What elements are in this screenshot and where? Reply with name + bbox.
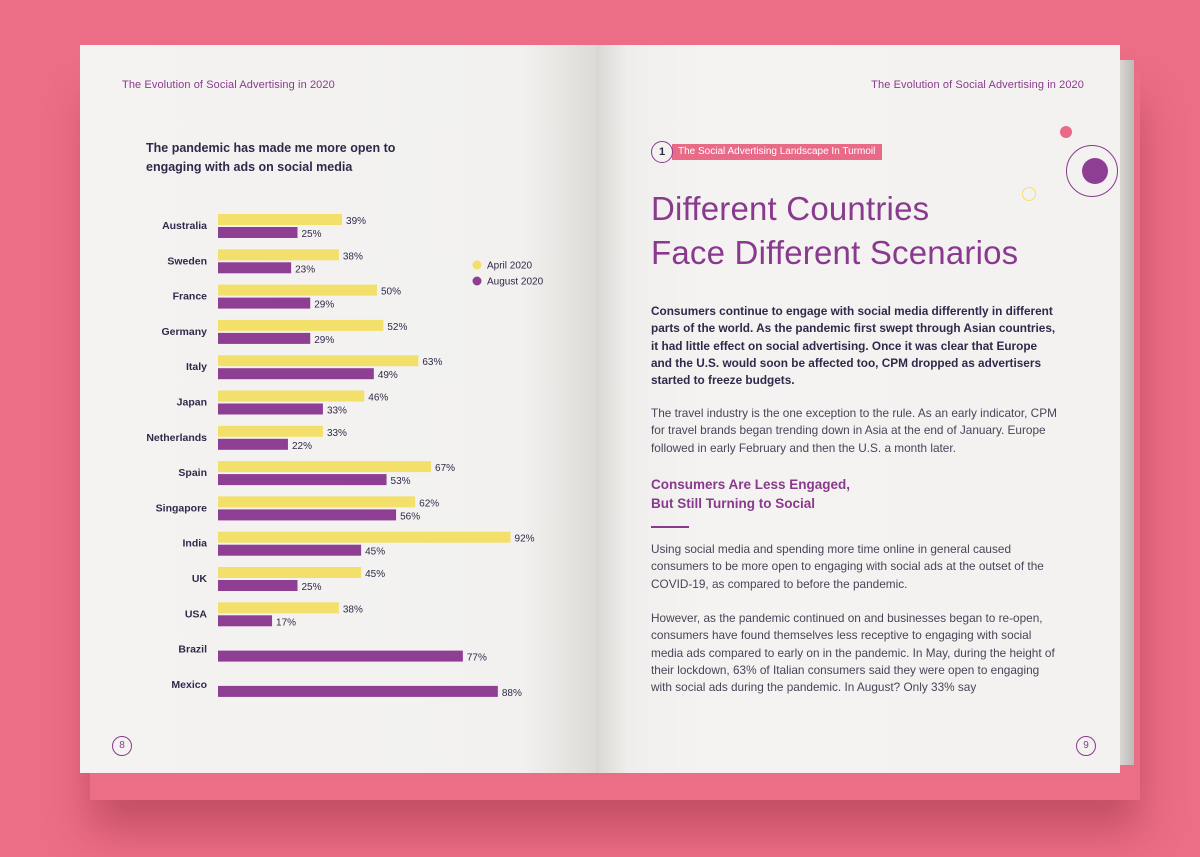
bar-august-2020	[218, 544, 362, 556]
data-label: 53%	[391, 476, 411, 487]
running-head: The Evolution of Social Advertising in 2…	[122, 79, 335, 91]
section-tag: 1 The Social Advertising Landscape In Tu…	[651, 141, 883, 163]
bar-august-2020	[218, 403, 323, 415]
data-label: 38%	[343, 251, 363, 262]
category-label: Italy	[186, 361, 207, 373]
bar-april-2020	[218, 567, 362, 578]
subheading-line-1: Consumers Are Less Engaged,	[651, 477, 851, 492]
body-paragraph-2: Using social media and spending more tim…	[651, 542, 1044, 591]
data-label: 77%	[467, 653, 487, 664]
page-number: 8	[112, 736, 132, 756]
bar-august-2020	[218, 580, 298, 591]
data-label: 39%	[346, 216, 366, 227]
bar-august-2020	[218, 509, 397, 521]
body-paragraph-3: However, as the pandemic continued on an…	[651, 611, 1055, 695]
chart-title: The pandemic has made me more open to en…	[146, 141, 396, 174]
category-label: Mexico	[171, 679, 207, 691]
data-label: 88%	[502, 688, 522, 699]
data-label: 67%	[435, 463, 455, 474]
bar-april-2020	[218, 249, 339, 261]
section-number: 1	[651, 141, 673, 163]
data-label: 56%	[400, 511, 420, 522]
data-label: 33%	[327, 406, 347, 417]
body-paragraph-1: The travel industry is the one exception…	[651, 406, 1057, 455]
data-label: 25%	[302, 229, 322, 240]
category-label: France	[173, 291, 208, 303]
data-label: 38%	[343, 604, 363, 615]
category-label: UK	[192, 573, 208, 585]
bar-august-2020	[218, 474, 387, 486]
bar-chart: Australia 39% 25% Sweden 38% 23% France 50% 29% G…	[146, 214, 544, 699]
page-number: 9	[1076, 736, 1096, 756]
category-label: India	[182, 538, 207, 550]
data-label: 63%	[422, 357, 442, 368]
legend-swatch	[472, 260, 482, 270]
category-label: USA	[185, 608, 208, 620]
right-page: The Evolution of Social Advertising in 2…	[596, 45, 1120, 773]
bar-august-2020	[218, 685, 498, 697]
category-label: Australia	[162, 220, 207, 232]
bar-august-2020	[218, 438, 288, 450]
legend-swatch	[472, 276, 482, 286]
bar-april-2020	[218, 425, 323, 437]
data-label: 92%	[515, 534, 535, 545]
data-label: 45%	[365, 547, 385, 558]
bar-april-2020	[218, 531, 511, 543]
data-label: 62%	[419, 498, 439, 509]
category-label: Sweden	[167, 255, 207, 267]
data-label: 17%	[276, 617, 296, 628]
left-page: The Evolution of Social Advertising in 2…	[80, 45, 600, 773]
bar-august-2020	[218, 650, 463, 662]
running-head: The Evolution of Social Advertising in 2…	[871, 79, 1084, 91]
bar-april-2020	[218, 319, 384, 331]
subheading: Consumers Are Less Engaged, But Still Tu…	[651, 475, 850, 513]
bar-august-2020	[218, 332, 311, 344]
data-label: 52%	[387, 322, 407, 333]
subheading-line-2: But Still Turning to Social	[651, 496, 815, 511]
data-label: 49%	[378, 370, 398, 381]
data-label: 33%	[327, 428, 347, 439]
category-label: Brazil	[178, 644, 207, 656]
legend-label: April 2020	[487, 261, 532, 272]
legend-label: August 2020	[487, 277, 544, 288]
bar-april-2020	[218, 214, 343, 225]
data-label: 29%	[314, 300, 334, 311]
category-label: Netherlands	[146, 432, 207, 444]
bar-april-2020	[218, 390, 365, 402]
decorative-circle-pink	[1060, 126, 1072, 138]
category-label: Germany	[161, 326, 207, 338]
data-label: 22%	[292, 441, 312, 452]
lead-paragraph: Consumers continue to engage with social…	[651, 304, 1056, 388]
page-edge	[1120, 60, 1134, 765]
data-label: 23%	[295, 264, 315, 275]
bar-april-2020	[218, 496, 416, 508]
headline-line-2: Face Different Scenarios	[651, 234, 1019, 271]
bar-april-2020	[218, 602, 339, 614]
category-label: Japan	[177, 397, 207, 409]
data-label: 25%	[302, 582, 322, 593]
bar-april-2020	[218, 284, 377, 296]
data-label: 50%	[381, 287, 401, 298]
bar-august-2020	[218, 262, 292, 274]
bar-august-2020	[218, 297, 311, 309]
bar-april-2020	[218, 355, 419, 367]
decorative-ring-yellow	[1022, 187, 1036, 201]
subheading-rule	[651, 526, 689, 528]
data-label: 46%	[368, 393, 388, 404]
headline-line-1: Different Countries	[651, 190, 930, 227]
category-label: Spain	[178, 467, 207, 479]
bar-august-2020	[218, 227, 298, 238]
data-label: 45%	[365, 569, 385, 580]
bar-august-2020	[218, 615, 273, 627]
bar-august-2020	[218, 368, 374, 380]
decorative-circle-purple	[1082, 158, 1108, 184]
page-headline: Different Countries Face Different Scena…	[651, 187, 1018, 275]
data-label: 29%	[314, 335, 334, 346]
decorative-ring-outer	[1066, 145, 1118, 197]
category-label: Singapore	[156, 502, 208, 514]
section-label: The Social Advertising Landscape In Turm…	[672, 144, 883, 160]
bar-april-2020	[218, 461, 432, 473]
